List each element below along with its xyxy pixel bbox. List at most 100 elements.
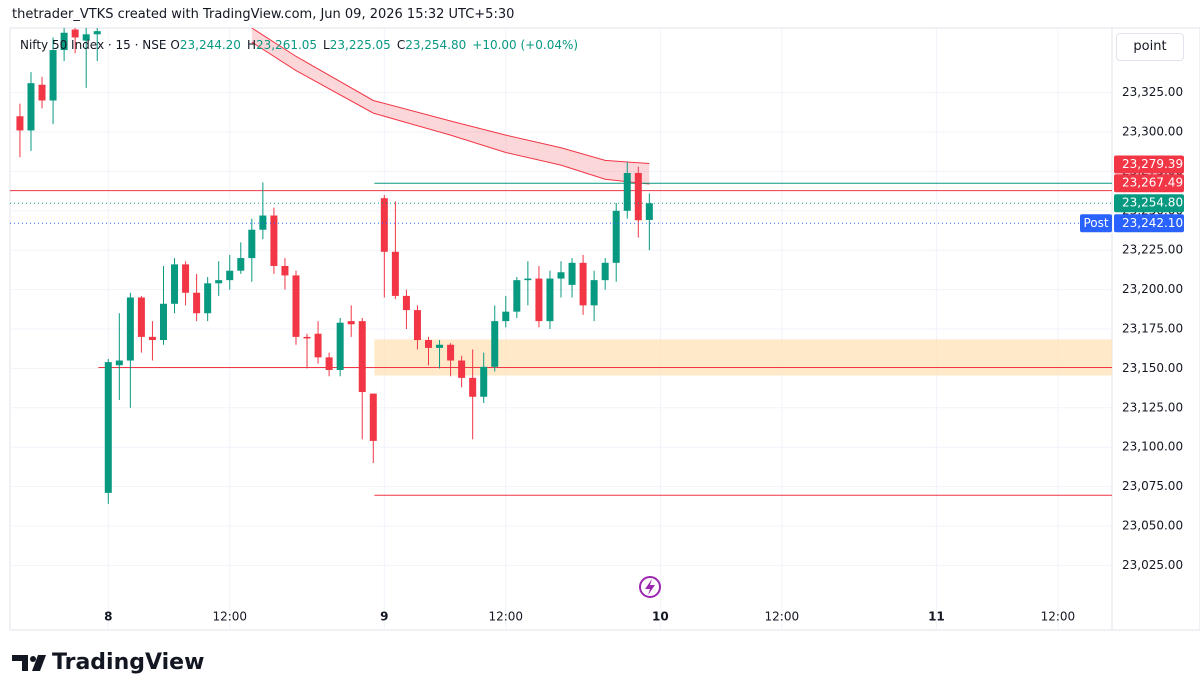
candle-body <box>557 272 565 279</box>
legend-key: H <box>246 38 256 52</box>
x-tick-label: 11 <box>928 610 945 624</box>
candle-body <box>380 198 388 252</box>
candle-body <box>424 340 432 348</box>
candle-body <box>325 357 333 370</box>
y-tick-label: 23,150.00 <box>1122 361 1183 375</box>
candle-body <box>193 292 201 314</box>
price-label: 23,279.39 <box>1122 157 1183 171</box>
candle-body <box>215 280 223 284</box>
band-fill <box>251 28 650 185</box>
band-upper <box>251 28 650 165</box>
price-label: 23,267.49 <box>1122 176 1183 190</box>
legend-value: 23,244.20 <box>179 38 241 52</box>
legend-change: +10.00 (+0.04%) <box>472 38 579 52</box>
legend-value: 23,254.80 <box>405 38 467 52</box>
y-tick-label: 23,050.00 <box>1122 518 1183 532</box>
candle-body <box>579 262 587 306</box>
candle-body <box>204 283 212 314</box>
x-tick-label: 12:00 <box>765 610 800 624</box>
candle-body <box>82 34 90 41</box>
candle-body <box>402 295 410 311</box>
price-label-box <box>1114 214 1184 233</box>
candle-body <box>104 362 112 493</box>
y-tick-label: 23,025.00 <box>1122 558 1183 572</box>
candle-body <box>159 303 167 341</box>
x-tick-label: 12:00 <box>488 610 523 624</box>
price-label: 23,242.10 <box>1122 216 1183 230</box>
price-label-box <box>1114 174 1184 193</box>
header: thetrader_VTKS created with TradingView.… <box>12 7 515 22</box>
candle-body <box>590 280 598 306</box>
x-tick-label: 8 <box>104 610 112 624</box>
candle-body <box>314 333 322 358</box>
price-label-box <box>1114 194 1184 213</box>
candle-body <box>270 215 278 266</box>
candle-body <box>336 322 344 370</box>
candle-body <box>568 262 576 285</box>
candle-body <box>27 83 35 131</box>
candle-body <box>248 229 256 259</box>
candle-body <box>259 215 267 230</box>
brand-logo <box>12 655 46 671</box>
unit-button[interactable]: point <box>1116 33 1184 61</box>
x-tick-label: 9 <box>380 610 388 624</box>
axes: 23,025.00 23,050.00 23,075.00 23,100.00 23,1… <box>104 85 1184 624</box>
y-tick-label: 23,325.00 <box>1122 85 1183 99</box>
y-tick-label: 23,225.00 <box>1122 243 1183 257</box>
price-tag-box <box>1080 214 1112 233</box>
legend-key: O <box>170 38 180 52</box>
candle-body <box>38 84 46 101</box>
candle-body <box>458 360 466 378</box>
legend: Nifty 50 Index · 15 · NSE O 23,244.20 H 23,… <box>20 38 582 52</box>
candle-body <box>292 275 300 337</box>
candle-body <box>115 360 123 366</box>
candle-body <box>126 297 134 361</box>
candle-body <box>634 172 642 221</box>
brand: TradingView <box>52 650 205 675</box>
candle-body <box>171 264 179 304</box>
candle-body <box>281 265 289 276</box>
candle-body <box>413 310 421 341</box>
price-label: 23,254.80 <box>1122 196 1183 210</box>
candle-body <box>358 321 366 393</box>
candle-body <box>16 116 24 131</box>
legend-key: L <box>323 38 330 52</box>
price-tag: Post <box>1083 216 1108 230</box>
candle-body <box>237 258 245 271</box>
candle-body <box>502 311 510 322</box>
candle-body <box>303 336 311 339</box>
candle-body <box>60 32 68 51</box>
candle-body <box>137 297 145 337</box>
y-tick-label: 23,125.00 <box>1122 400 1183 414</box>
candle-body <box>347 321 355 325</box>
symbol: Nifty 50 Index · 15 · NSE <box>20 38 167 52</box>
y-tick-label: 23,100.00 <box>1122 440 1183 454</box>
x-tick-label: 10 <box>652 610 669 624</box>
candle-body <box>491 321 499 367</box>
candle-body <box>601 262 609 281</box>
candle-body <box>391 251 399 296</box>
candle-body <box>369 393 377 441</box>
price-axis <box>1111 27 1200 631</box>
x-tick-label: 12:00 <box>1041 610 1076 624</box>
candle-body <box>49 50 57 101</box>
band-lower <box>251 41 650 185</box>
candle-body <box>623 172 631 211</box>
candle-body <box>469 377 477 397</box>
candle-body <box>148 336 156 341</box>
candle-body <box>513 280 521 312</box>
candle-body <box>524 278 532 281</box>
y-tick-label: 23,075.00 <box>1122 479 1183 493</box>
y-tick-label: 23,175.00 <box>1122 322 1183 336</box>
candle-body <box>447 344 455 361</box>
x-tick-label: 12:00 <box>212 610 247 624</box>
candle-body <box>546 278 554 322</box>
candle-body <box>480 366 488 397</box>
candle-body <box>535 278 543 322</box>
legend-key: C <box>396 38 406 52</box>
legend-value: 23,261.05 <box>255 38 318 52</box>
candle-body <box>645 203 653 220</box>
price-label-box <box>1114 155 1184 174</box>
